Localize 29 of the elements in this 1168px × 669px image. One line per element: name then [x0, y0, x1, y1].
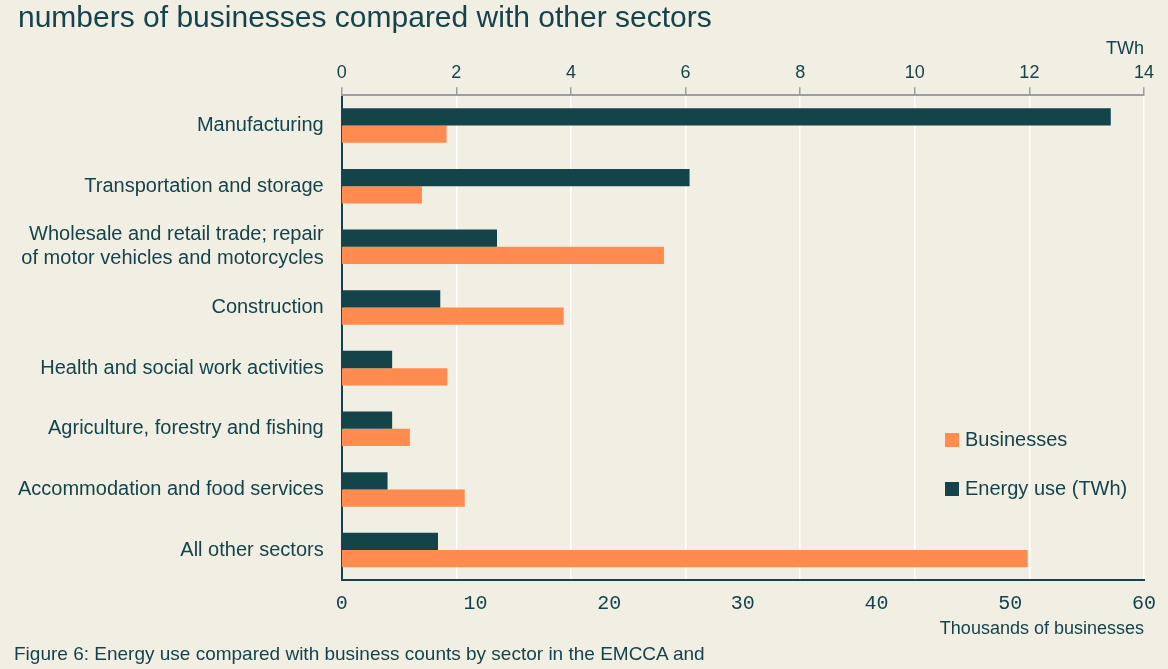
x2-tick-label: 10 — [904, 62, 925, 83]
y-tick-label: Construction — [211, 294, 324, 317]
caption: Figure 6: Energy use compared with business counts by sector in the EMCCA and — [14, 643, 705, 665]
y-tick-label: Transportation and storage — [84, 173, 324, 196]
legend-label: Businesses — [965, 428, 1068, 451]
y-tick-label: Agriculture, forestry and fishing — [48, 416, 324, 439]
x-tick-label: 60 — [1131, 591, 1157, 615]
chart-title: numbers of businesses compared with other sectors — [18, 0, 712, 34]
x2-tick-label: 8 — [795, 62, 806, 83]
x2-tick-label: 12 — [1019, 62, 1040, 83]
y-tick-label: Wholesale and retail trade; repair of motor vehicles and motorcycles — [21, 222, 325, 269]
x2-tick-label: 2 — [451, 62, 462, 83]
x-tick-label: 30 — [730, 591, 755, 615]
y-tick-label: Manufacturing — [196, 113, 324, 136]
x2-axis-title: TWh — [1106, 37, 1144, 58]
x2-tick-label: 0 — [336, 62, 347, 83]
legend-label: Energy use (TWh) — [965, 477, 1128, 500]
x-tick-label: 40 — [864, 591, 889, 615]
x-tick-label: 50 — [998, 591, 1023, 615]
x-axis-title: Thousands of businesses — [939, 618, 1144, 639]
x2-tick-label: 4 — [565, 62, 576, 83]
x2-tick-label: 14 — [1133, 62, 1155, 83]
x-tick-label: 10 — [463, 591, 488, 615]
x2-tick-label: 6 — [680, 62, 691, 83]
x-tick-label: 0 — [335, 591, 348, 615]
x-tick-label: 20 — [597, 591, 622, 615]
y-tick-label: Health and social work activities — [40, 355, 324, 378]
y-tick-label: All other sectors — [180, 537, 324, 560]
y-tick-label: Accommodation and food services — [17, 476, 324, 499]
